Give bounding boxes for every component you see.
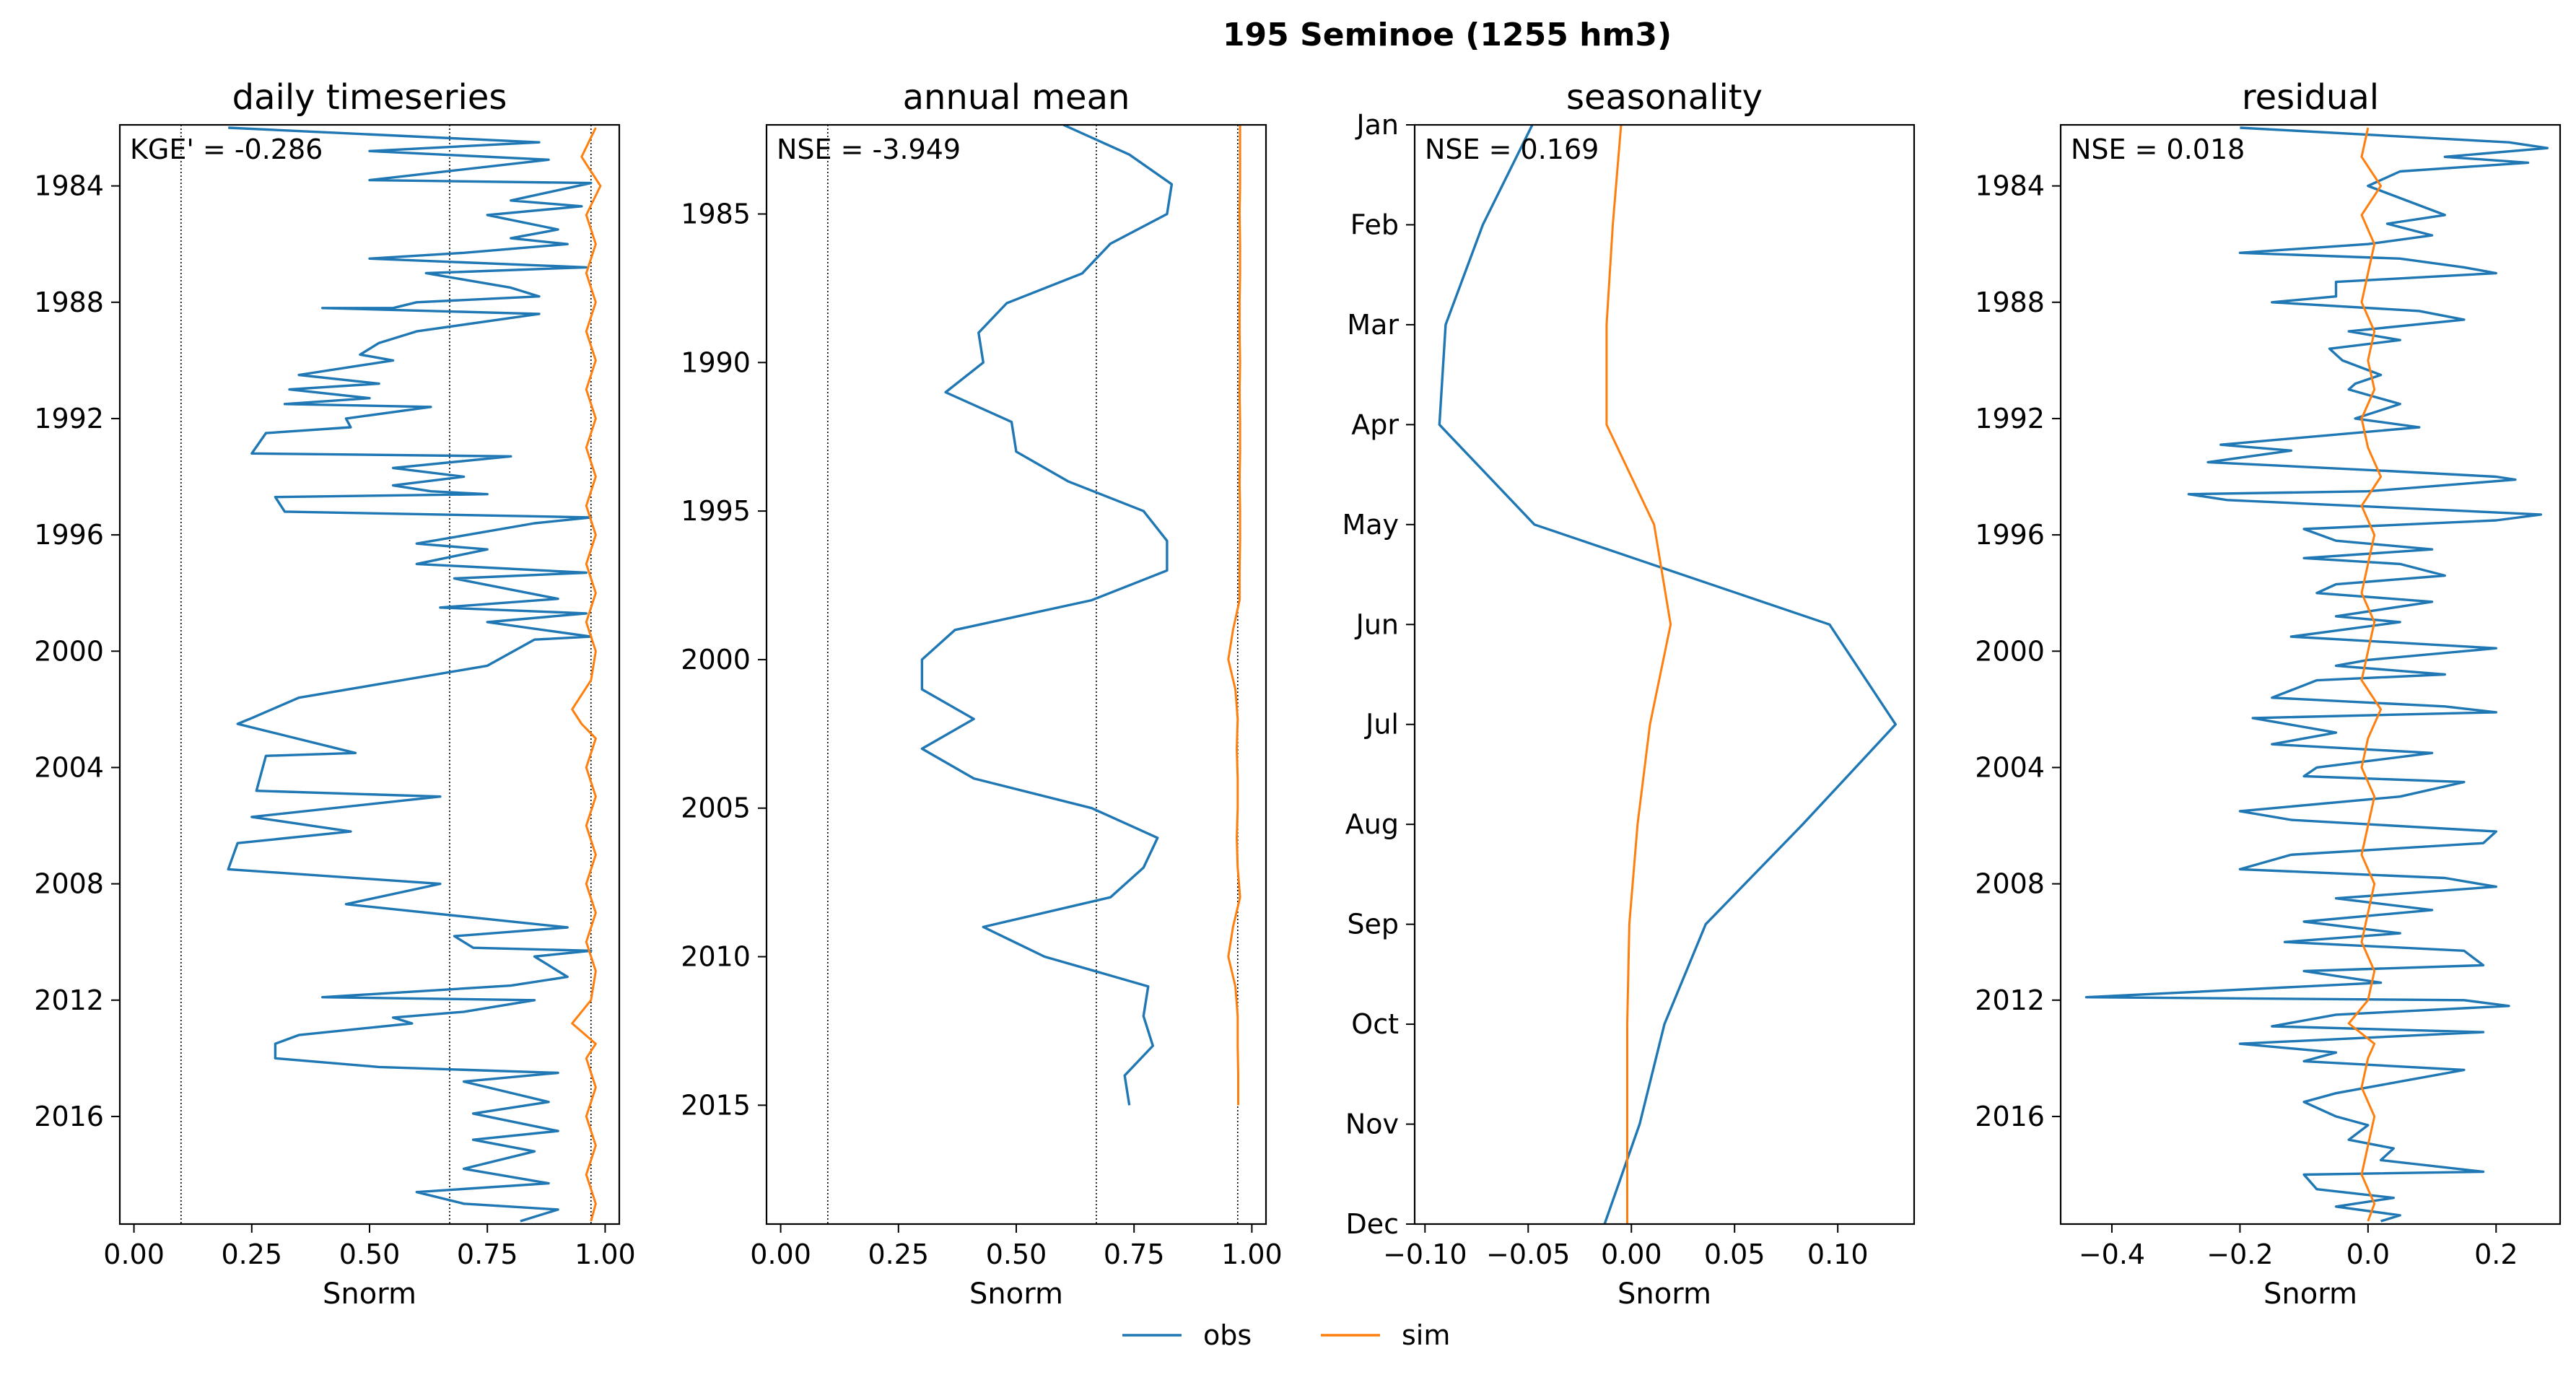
y-tick-label: 1988: [1975, 287, 2045, 318]
x-axis-label: Snorm: [1617, 1277, 1711, 1311]
y-tick-label: 1996: [1975, 519, 2045, 551]
y-tick-label: Nov: [1345, 1109, 1399, 1140]
x-axis-label: Snorm: [323, 1277, 416, 1311]
metric-annotation: NSE = 0.169: [1425, 134, 1599, 165]
series-line-sim: [1605, 125, 1672, 1224]
y-tick-label: 2012: [34, 984, 104, 1016]
x-tick-label: 0.75: [457, 1238, 518, 1270]
x-tick-label: 0.0: [2346, 1238, 2390, 1270]
x-tick-label: 0.2: [2474, 1238, 2518, 1270]
legend-label-sim: sim: [1402, 1319, 1450, 1351]
legend: obs sim: [1122, 1319, 1450, 1351]
series-line-obs: [1438, 125, 1898, 1224]
series-line-sim: [2347, 127, 2383, 1222]
series-line-sim: [1227, 125, 1241, 1106]
y-tick-label: 2016: [1975, 1101, 2045, 1132]
y-tick-label: 2000: [1975, 635, 2045, 667]
panel-seasonality: seasonality −0.10 −0.05 0.00 0.05 0.10 Snorm Ja…: [1342, 77, 1916, 1311]
y-tick-label: 1990: [681, 346, 751, 378]
series-group: [227, 126, 602, 1223]
y-tick-label: Jan: [1355, 109, 1399, 141]
y-tick-label: Mar: [1347, 309, 1399, 341]
x-tick-label: 0.00: [1601, 1238, 1662, 1270]
y-tick-label: 2012: [1975, 984, 2045, 1016]
x-axis-label: Snorm: [969, 1277, 1063, 1311]
y-tick-label: Dec: [1345, 1208, 1399, 1240]
x-tick-label: 0.05: [1704, 1238, 1765, 1270]
metric-annotation: KGE' = -0.286: [130, 134, 323, 165]
y-tick-label: 2015: [681, 1089, 751, 1121]
axes-frame: [1413, 123, 1916, 1225]
y-tick-label: Aug: [1345, 808, 1399, 840]
x-tick-label: 0.25: [868, 1238, 929, 1270]
y-tick-label: Feb: [1350, 209, 1399, 240]
series-group: [1438, 125, 1898, 1224]
y-tick-label: 2008: [34, 868, 104, 900]
panel-annual: annual mean 0.00 0.25 0.50 0.75 1.00 Snorm 1985…: [681, 77, 1282, 1311]
y-tick-label: 1984: [34, 170, 104, 202]
y-tick-label: 2008: [1975, 868, 2045, 900]
metric-annotation: NSE = -3.949: [777, 134, 961, 165]
x-tick-label: 0.00: [103, 1238, 165, 1270]
x-tick-label: 0.50: [339, 1238, 401, 1270]
panel-title: residual: [2242, 77, 2379, 118]
panel-title: daily timeseries: [232, 77, 507, 118]
legend-label-obs: obs: [1203, 1319, 1252, 1351]
x-axis-label: Snorm: [2263, 1277, 2357, 1311]
y-tick-label: 2004: [34, 751, 104, 783]
y-tick-label: Apr: [1351, 408, 1399, 440]
y-tick-label: 1985: [681, 198, 751, 230]
panel-residual: residual −0.4 −0.2 0.0 0.2 Snorm 1984 1988 1992 1…: [1975, 77, 2562, 1311]
y-tick-label: 1984: [1975, 170, 2045, 202]
y-tick-label: 2005: [681, 792, 751, 824]
figure-title: 195 Seminoe (1255 hm3): [1223, 17, 1672, 53]
y-tick-label: 1988: [34, 287, 104, 318]
x-tick-label: 0.25: [221, 1238, 282, 1270]
panel-daily: daily timeseries 0.00 0.25 0.50 0.75 1.00 Snor…: [34, 77, 635, 1311]
y-tick-label: 2004: [1975, 751, 2045, 783]
y-tick-label: May: [1342, 509, 1399, 541]
axes-frame: [2059, 123, 2562, 1225]
x-tick-label: −0.05: [1486, 1238, 1570, 1270]
y-tick-label: 1995: [681, 495, 751, 527]
y-tick-label: 2016: [34, 1101, 104, 1132]
series-group: [2084, 126, 2549, 1223]
x-tick-label: −0.2: [2206, 1238, 2273, 1270]
y-tick-label: 1996: [34, 519, 104, 551]
metric-annotation: NSE = 0.018: [2071, 134, 2245, 165]
x-tick-label: 0.00: [750, 1238, 811, 1270]
x-tick-label: −0.10: [1383, 1238, 1467, 1270]
y-tick-label: 2010: [681, 941, 751, 973]
series-line-sim: [571, 127, 602, 1222]
y-tick-label: 1992: [34, 403, 104, 434]
y-tick-label: Sep: [1347, 909, 1399, 940]
series-line-obs: [920, 125, 1174, 1106]
x-tick-label: −0.4: [2079, 1238, 2145, 1270]
series-group: [920, 125, 1241, 1106]
series-line-obs: [2084, 126, 2549, 1223]
x-tick-label: 1.00: [1221, 1238, 1283, 1270]
series-line-obs: [227, 126, 593, 1223]
y-tick-label: Oct: [1351, 1008, 1399, 1040]
panel-title: annual mean: [903, 77, 1130, 118]
y-tick-label: Jul: [1364, 709, 1399, 740]
y-tick-label: 2000: [681, 644, 751, 676]
x-tick-label: 0.75: [1104, 1238, 1165, 1270]
x-tick-label: 0.50: [986, 1238, 1047, 1270]
y-tick-label: Jun: [1355, 608, 1399, 640]
panel-title: seasonality: [1566, 77, 1763, 118]
x-tick-label: 1.00: [575, 1238, 636, 1270]
y-tick-label: 2000: [34, 635, 104, 667]
y-tick-label: 1992: [1975, 403, 2045, 434]
panels: daily timeseries 0.00 0.25 0.50 0.75 1.00 Snor…: [34, 77, 2562, 1311]
x-tick-label: 0.10: [1807, 1238, 1869, 1270]
